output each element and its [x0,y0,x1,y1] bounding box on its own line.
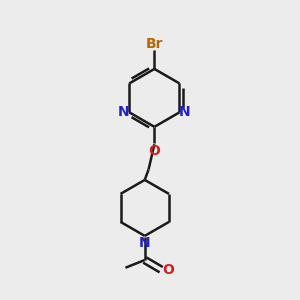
Text: N: N [118,105,130,119]
Text: N: N [179,105,191,119]
Text: O: O [162,263,174,277]
Text: N: N [139,236,151,250]
Text: O: O [148,144,160,158]
Text: Br: Br [146,37,163,51]
